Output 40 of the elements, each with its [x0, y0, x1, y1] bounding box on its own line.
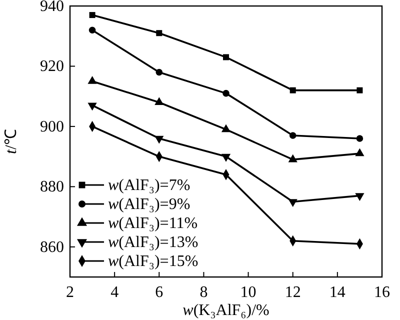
legend-label: w(AlF₃)=15%: [108, 253, 198, 270]
y-tick-label: 880: [40, 178, 64, 196]
y-tick-label: 900: [40, 118, 64, 136]
point: [221, 154, 231, 162]
point: [288, 199, 298, 207]
point: [222, 90, 230, 97]
y-tick-label: 920: [40, 58, 64, 76]
x-tick-label: 6: [155, 284, 164, 301]
point: [154, 97, 164, 105]
point: [154, 136, 164, 144]
point: [355, 193, 364, 201]
legend-label: w(AlF₃)=11%: [108, 215, 198, 232]
point: [290, 87, 296, 94]
x-tick-label: 2: [66, 284, 74, 301]
legend-label: w(AlF₃)=7%: [108, 177, 190, 194]
point: [288, 154, 298, 162]
y-axis-title: t/℃: [3, 129, 20, 154]
x-axis-title: w(K₃AlF₆)/%: [182, 302, 270, 319]
point: [356, 135, 364, 142]
x-tick-label: 8: [200, 284, 208, 301]
point: [156, 30, 162, 36]
point: [89, 12, 96, 18]
x-tick-label: 4: [110, 284, 119, 301]
legend-label: w(AlF₃)=9%: [108, 196, 190, 213]
point: [221, 124, 231, 132]
point: [289, 132, 296, 139]
point: [156, 68, 163, 76]
x-tick-label: 16: [374, 284, 390, 301]
y-tick-label: 940: [40, 0, 64, 15]
point: [355, 148, 364, 156]
point: [88, 102, 97, 111]
y-tick-label: 860: [40, 238, 64, 256]
point: [88, 76, 97, 84]
point: [88, 26, 96, 34]
point: [223, 54, 229, 60]
x-tick-label: 10: [240, 284, 256, 301]
x-tick-label: 14: [329, 284, 346, 301]
x-tick-label: 12: [284, 284, 301, 301]
legend-label: w(AlF₃)=13%: [108, 234, 198, 251]
point: [356, 87, 363, 94]
